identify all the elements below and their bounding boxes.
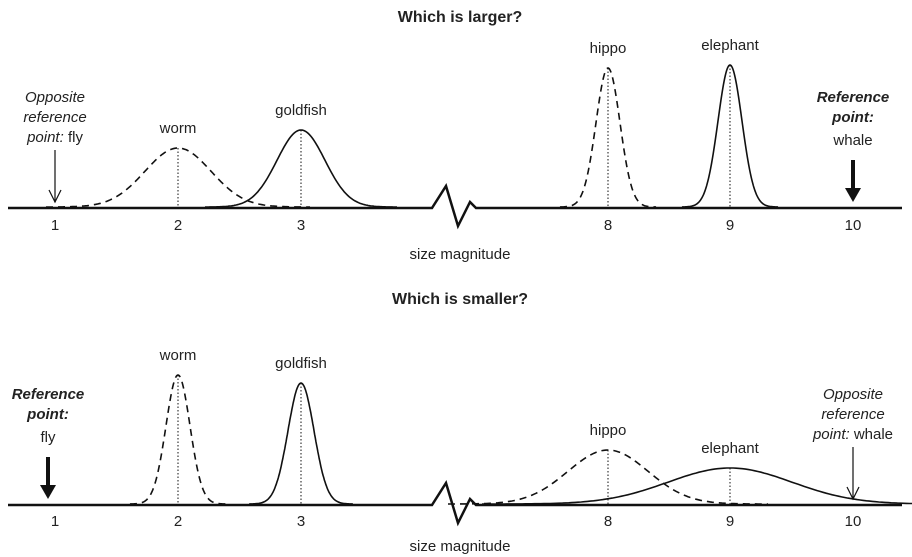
note-key: point: bbox=[26, 129, 64, 146]
tick-label: 3 bbox=[297, 513, 305, 530]
tick-label: 2 bbox=[174, 217, 182, 234]
tick-label: 3 bbox=[297, 217, 305, 234]
curve-label: elephant bbox=[701, 37, 759, 54]
note-line: Opposite bbox=[823, 386, 883, 403]
note-line: reference bbox=[821, 406, 884, 423]
arrow-head bbox=[845, 188, 861, 202]
tick-label: 10 bbox=[845, 217, 862, 234]
tick-label: 1 bbox=[51, 513, 59, 530]
curve-label: hippo bbox=[590, 40, 627, 57]
tick-label: 9 bbox=[726, 217, 734, 234]
axis-label: size magnitude bbox=[410, 538, 511, 555]
curve-label: elephant bbox=[701, 440, 759, 457]
arrow-head bbox=[846, 486, 860, 501]
note-line: point: fly bbox=[26, 129, 83, 146]
curve-label: hippo bbox=[590, 422, 627, 439]
note-name: whale bbox=[853, 426, 893, 443]
note-line: Opposite bbox=[25, 89, 85, 106]
tick-label: 8 bbox=[604, 513, 612, 530]
tick-label: 1 bbox=[51, 217, 59, 234]
arrow-head bbox=[40, 485, 56, 499]
tick-label: 8 bbox=[604, 217, 612, 234]
note-name: whale bbox=[832, 132, 872, 149]
axis bbox=[8, 480, 902, 527]
arrow-head bbox=[48, 189, 62, 204]
axis bbox=[8, 183, 902, 230]
axis-label: size magnitude bbox=[410, 246, 511, 263]
distribution-curve bbox=[482, 467, 912, 505]
note-key: point: bbox=[831, 109, 874, 126]
tick-label: 10 bbox=[845, 513, 862, 530]
note-line: Reference bbox=[817, 89, 890, 106]
tick-label: 2 bbox=[174, 513, 182, 530]
note-key: point: bbox=[812, 426, 850, 443]
curve-label: goldfish bbox=[275, 102, 327, 119]
note-name: fly bbox=[41, 429, 57, 446]
note-line: Reference bbox=[12, 386, 85, 403]
panel-title: Which is larger? bbox=[398, 9, 522, 26]
panel-title: Which is smaller? bbox=[392, 291, 528, 308]
note-key: point: bbox=[26, 406, 69, 423]
note-name: fly bbox=[68, 129, 84, 146]
note-line: point: whale bbox=[812, 426, 893, 443]
curve-label: worm bbox=[159, 347, 197, 364]
distribution-curve bbox=[559, 67, 657, 208]
note-line: reference bbox=[23, 109, 86, 126]
curve-label: worm bbox=[159, 120, 197, 137]
tick-label: 9 bbox=[726, 513, 734, 530]
curve-label: goldfish bbox=[275, 355, 327, 372]
